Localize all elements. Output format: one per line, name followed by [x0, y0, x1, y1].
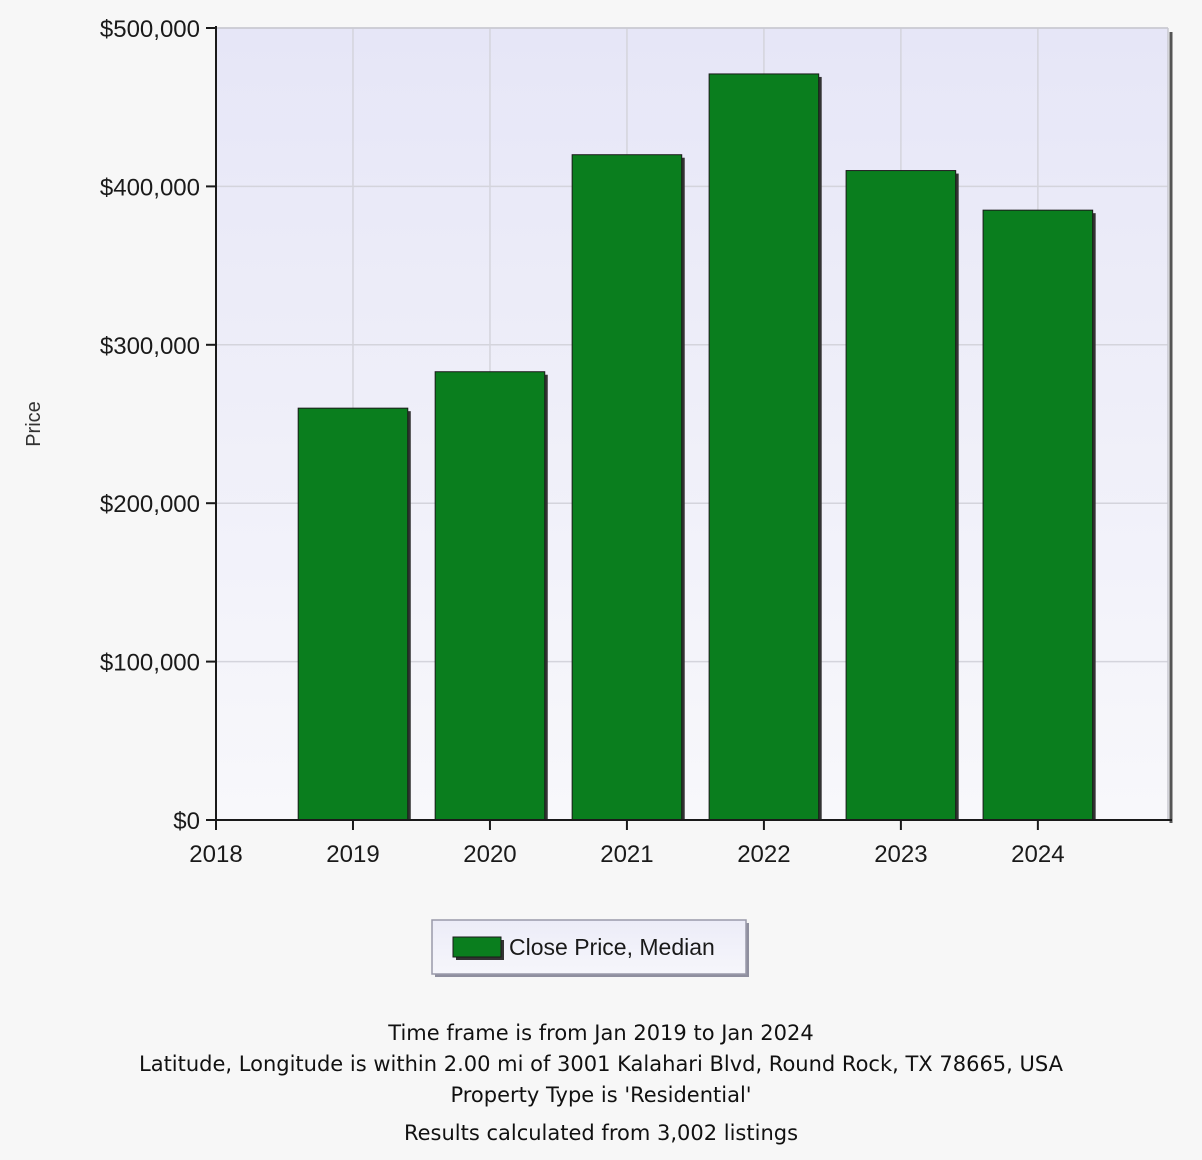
- x-tick-label: 2020: [463, 841, 516, 868]
- bar-2022: [708, 73, 820, 821]
- y-tick-label: $0: [173, 808, 200, 835]
- bar-2020: [434, 371, 546, 821]
- y-tick-label: $400,000: [100, 174, 200, 201]
- results-text: Results calculated from 3,002 listings: [403, 1121, 799, 1145]
- bar-chart: $0 $100,000 $200,000 $300,000 $400,000 $500,0…: [23, 16, 1173, 977]
- bar-2023: [845, 170, 957, 821]
- x-tick-label: 2021: [600, 841, 653, 868]
- bar-2019: [297, 407, 409, 821]
- timeframe-text: Time frame is from Jan 2019 to Jan 2024: [388, 1021, 814, 1045]
- y-axis-label: Price: [23, 401, 45, 447]
- x-tick-labels: 2018 2019 2020 2021 2022 2023 2024: [189, 841, 1064, 868]
- property-type-text: Property Type is 'Residential': [450, 1083, 752, 1107]
- y-tick-label: $200,000: [100, 491, 200, 518]
- legend: Close Price, Median: [431, 919, 749, 977]
- x-tick-label: 2022: [737, 841, 790, 868]
- legend-swatch: [452, 936, 502, 958]
- y-tick-label: $100,000: [100, 650, 200, 677]
- axes: [206, 26, 1173, 830]
- y-tick-label: $500,000: [100, 16, 200, 43]
- chart-caption: Time frame is from Jan 2019 to Jan 2024 …: [0, 1018, 1202, 1149]
- x-tick-label: 2019: [326, 841, 379, 868]
- bars: [297, 73, 1096, 821]
- legend-label: Close Price, Median: [509, 934, 715, 960]
- bar-2021: [571, 154, 683, 821]
- x-tick-label: 2024: [1011, 841, 1064, 868]
- y-tick-labels: $0 $100,000 $200,000 $300,000 $400,000 $500,0…: [100, 16, 200, 835]
- y-tick-label: $300,000: [100, 333, 200, 360]
- bar-2024: [982, 209, 1094, 821]
- location-text: Latitude, Longitude is within 2.00 mi of…: [139, 1052, 1063, 1076]
- x-tick-label: 2023: [874, 841, 927, 868]
- x-tick-label: 2018: [189, 841, 242, 868]
